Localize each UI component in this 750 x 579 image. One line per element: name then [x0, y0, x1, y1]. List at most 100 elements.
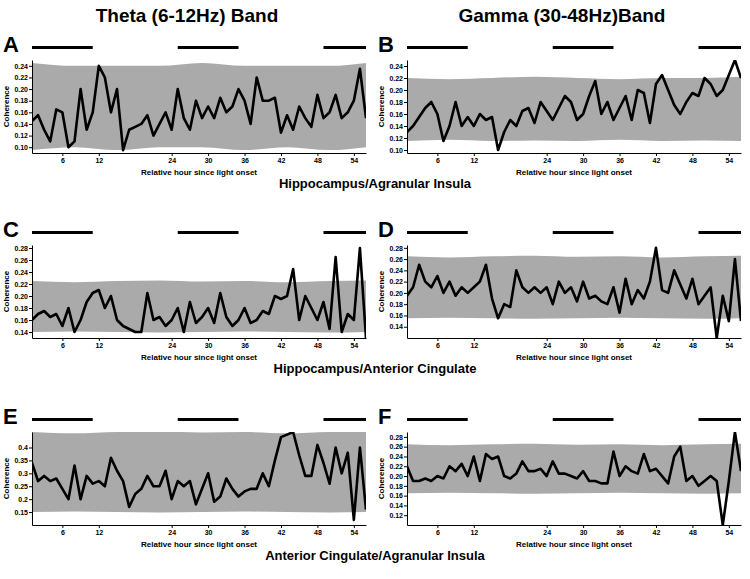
plot-area	[32, 63, 366, 150]
column-title: Gamma (30-48Hz)Band	[459, 5, 666, 26]
tick-mark	[692, 525, 693, 528]
x-tick: 12	[470, 153, 478, 164]
x-tick: 24	[168, 338, 176, 349]
y-tick: 0.28	[389, 434, 407, 441]
tick-mark	[404, 447, 407, 448]
tick-mark	[656, 338, 657, 341]
coherence-line	[32, 248, 366, 338]
tick-label: 0.14	[14, 329, 28, 336]
x-tick: 36	[616, 525, 624, 536]
tick-mark	[317, 153, 318, 156]
row-label: Anterior Cingulate/Agranular Insula	[265, 548, 485, 563]
tick-label: 36	[616, 342, 624, 349]
x-tick: 24	[168, 525, 176, 536]
tick-mark	[437, 338, 438, 341]
y-tick: 0.24	[389, 267, 407, 274]
tick-mark	[281, 525, 282, 528]
x-tick: 54	[350, 153, 358, 164]
dark-period	[323, 46, 366, 49]
tick-label: 36	[241, 157, 249, 164]
y-tick: 0.20	[14, 293, 32, 300]
x-axis-title: Relative hour since light onset	[516, 168, 632, 177]
tick-mark	[404, 102, 407, 103]
y-axis-title: Coherence	[377, 457, 386, 499]
axis-line	[33, 525, 367, 526]
y-tick: 0.24	[389, 453, 407, 460]
y-tick: 0.24	[14, 269, 32, 276]
tick-mark	[474, 525, 475, 528]
tick-mark	[29, 147, 32, 148]
tick-label: 0.16	[14, 109, 28, 116]
y-tick: 0.22	[389, 278, 407, 285]
y-tick: 0.28	[14, 245, 32, 252]
x-tick: 48	[314, 338, 322, 349]
tick-label: 36	[616, 529, 624, 536]
column-title: Theta (6-12Hz) Band	[96, 5, 279, 26]
tick-label: 0.14	[389, 502, 403, 509]
plot-area	[407, 432, 741, 525]
tick-mark	[547, 338, 548, 341]
tick-mark	[404, 259, 407, 260]
y-tick: 0.25	[14, 483, 32, 490]
tick-label: 0.10	[14, 144, 28, 151]
tick-label: 54	[350, 529, 358, 536]
x-tick: 48	[689, 525, 697, 536]
tick-label: 0.28	[389, 434, 403, 441]
tick-mark	[208, 525, 209, 528]
plot-area	[32, 432, 366, 520]
tick-mark	[29, 332, 32, 333]
tick-mark	[208, 338, 209, 341]
y-axis: 0.140.160.180.200.220.240.260.28	[389, 245, 407, 339]
y-tick: 0.14	[389, 323, 407, 330]
x-tick: 24	[168, 153, 176, 164]
x-tick: 30	[580, 338, 588, 349]
y-tick: 0.12	[389, 512, 407, 519]
tick-mark	[404, 248, 407, 249]
tick-label: 0.26	[389, 443, 403, 450]
panel: 0.100.120.140.160.180.200.220.2461224303…	[2, 32, 367, 177]
x-tick: 24	[543, 338, 551, 349]
tick-label: 12	[470, 529, 478, 536]
tick-label: 42	[278, 157, 286, 164]
y-tick: 0.26	[14, 257, 32, 264]
dark-period	[553, 46, 614, 49]
tick-mark	[404, 327, 407, 328]
tick-mark	[404, 505, 407, 506]
y-tick: 0.20	[14, 86, 32, 93]
x-tick: 36	[241, 153, 249, 164]
tick-mark	[317, 525, 318, 528]
tick-mark	[404, 496, 407, 497]
row-label: Hippocampus/Agranular Insula	[279, 176, 472, 191]
tick-mark	[29, 460, 32, 461]
tick-label: 6	[436, 529, 440, 536]
tick-label: 30	[205, 157, 213, 164]
panel-letter: D	[378, 217, 394, 242]
tick-label: 30	[580, 157, 588, 164]
tick-mark	[354, 338, 355, 341]
x-axis-title: Relative hour since light onset	[516, 540, 632, 549]
x-tick: 42	[278, 525, 286, 536]
tick-mark	[354, 525, 355, 528]
tick-mark	[29, 124, 32, 125]
x-tick: 30	[205, 338, 213, 349]
y-axis: 0.150.20.250.30.350.4	[14, 433, 32, 526]
tick-mark	[404, 78, 407, 79]
x-tick: 36	[616, 153, 624, 164]
tick-mark	[29, 89, 32, 90]
x-tick: 12	[95, 338, 103, 349]
axis-line	[33, 153, 367, 154]
x-axis: 612243036424854	[33, 338, 367, 349]
tick-mark	[692, 338, 693, 341]
x-tick: 12	[470, 338, 478, 349]
x-tick: 54	[725, 525, 733, 536]
tick-mark	[404, 437, 407, 438]
x-tick: 6	[436, 338, 440, 349]
tick-label: 0.14	[389, 123, 403, 130]
x-tick: 54	[350, 338, 358, 349]
plot-area	[32, 248, 366, 338]
y-tick: 0.16	[389, 312, 407, 319]
coherence-line	[32, 432, 366, 520]
dark-period	[407, 46, 468, 49]
tick-label: 24	[168, 157, 176, 164]
tick-mark	[404, 90, 407, 91]
